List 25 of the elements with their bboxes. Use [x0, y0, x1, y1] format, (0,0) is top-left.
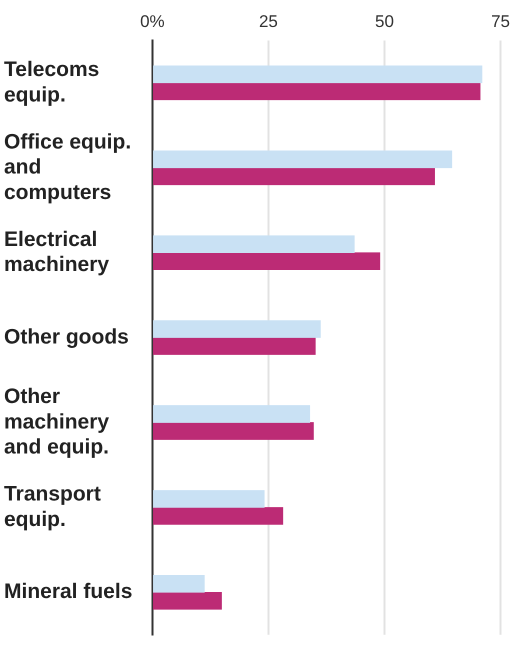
bar — [153, 235, 355, 254]
bar — [153, 575, 205, 593]
y-tick-label: Office equip. and computers — [4, 130, 132, 204]
y-tick-label: Telecoms equip. — [4, 58, 100, 106]
bar — [153, 405, 310, 423]
y-tick-label: Electrical machinery — [4, 228, 110, 276]
bar — [153, 490, 265, 508]
x-tick-label: 25 — [258, 12, 278, 31]
x-tick-label: 0% — [140, 12, 165, 31]
bar — [153, 337, 316, 355]
bar — [153, 592, 222, 610]
y-tick-label: Mineral fuels — [4, 580, 132, 604]
bar — [153, 66, 482, 84]
x-tick-label: 75 — [491, 12, 510, 31]
y-tick-label: Other machinery and equip. — [4, 385, 110, 459]
bar — [153, 252, 380, 270]
bar — [153, 320, 321, 338]
bar — [153, 167, 435, 186]
x-tick-label: 50 — [375, 12, 394, 31]
bar — [153, 507, 284, 525]
y-tick-label: Transport equip. — [4, 482, 101, 531]
y-tick-label: Other goods — [4, 325, 129, 348]
bar — [153, 82, 480, 100]
bar — [153, 150, 452, 168]
bar — [153, 422, 314, 440]
